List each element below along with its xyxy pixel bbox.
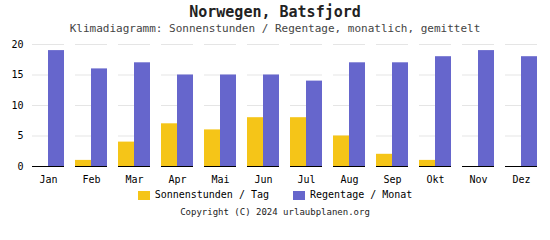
svg-text:Apr: Apr	[168, 174, 186, 185]
svg-text:Jul: Jul	[297, 174, 315, 185]
svg-text:Jan: Jan	[39, 174, 57, 185]
svg-text:Okt: Okt	[426, 174, 444, 185]
html-text:Regentage / Monat: Regentage / Monat	[310, 189, 413, 200]
svg-text:15: 15	[11, 69, 23, 80]
svg-text:Sep: Sep	[383, 174, 401, 185]
svg-text:Aug: Aug	[340, 174, 358, 185]
svg-text:10: 10	[11, 100, 23, 111]
html-text:Norwegen, Batsfjord: Norwegen, Batsfjord	[189, 3, 361, 21]
svg-text:Mai: Mai	[211, 174, 229, 185]
svg-text:Nov: Nov	[469, 174, 487, 185]
svg-text:Jun: Jun	[254, 174, 272, 185]
svg-text:Dez: Dez	[512, 174, 530, 185]
svg-text:0: 0	[17, 161, 23, 172]
html-text:Copyright (C) 2024 urlaubplane: Copyright (C) 2024 urlaubplanen.org	[180, 207, 370, 217]
svg-text:20: 20	[11, 39, 23, 50]
svg-text:Feb: Feb	[82, 174, 100, 185]
svg-text:5: 5	[17, 130, 23, 141]
html-text:Klimadiagramm: Sonnenstunden /: Klimadiagramm: Sonnenstunden / Regentage…	[69, 22, 481, 35]
svg-text:Mar: Mar	[125, 174, 143, 185]
html-text:Sonnenstunden / Tag: Sonnenstunden / Tag	[154, 189, 269, 200]
